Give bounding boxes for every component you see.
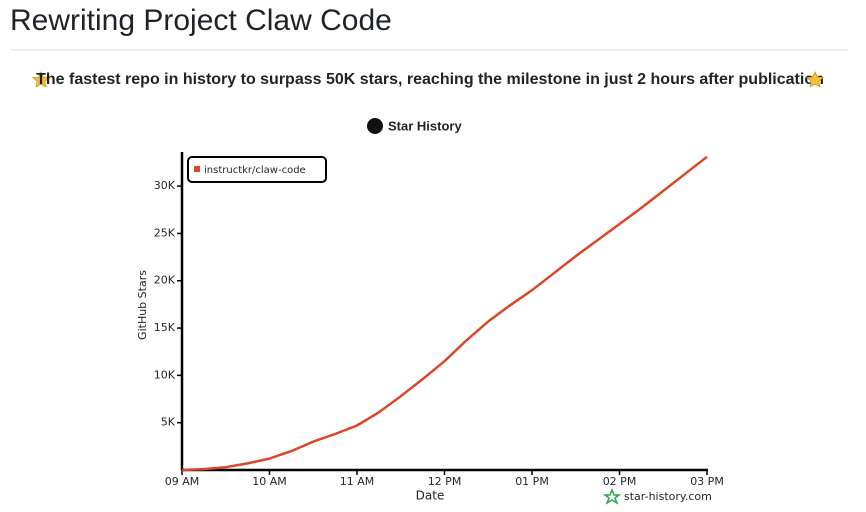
y-tick-label: 30K: [154, 179, 176, 192]
y-tick-label: 20K: [154, 274, 176, 287]
watermark-icon: [602, 487, 622, 505]
y-tick-label: 10K: [154, 368, 176, 381]
x-tick-label: 12 PM: [428, 475, 462, 488]
x-tick-label: 03 PM: [690, 475, 724, 488]
legend-label: instructkr/claw-code: [204, 165, 306, 176]
watermark: star-history.com: [624, 490, 712, 503]
subtitle: The fastest repo in history to surpass 5…: [36, 71, 824, 88]
x-tick-label: 09 AM: [165, 475, 200, 488]
star-icon: [32, 71, 50, 88]
page-title: Rewriting Project Claw Code: [10, 4, 392, 37]
series-line: [181, 155, 708, 472]
chart-logo: [367, 118, 383, 134]
x-tick-label: 10 AM: [252, 475, 287, 488]
y-tick-label: 25K: [154, 226, 176, 239]
x-tick-label: 02 PM: [603, 475, 637, 488]
star-icon: [806, 71, 824, 88]
x-tick-label: 01 PM: [515, 475, 549, 488]
x-tick-label: 11 AM: [340, 475, 375, 488]
y-axis-label: GitHub Stars: [136, 270, 149, 340]
x-axis-label: Date: [416, 489, 445, 503]
chart-title: Star History: [388, 118, 462, 133]
y-tick-label: 15K: [154, 321, 176, 334]
y-tick-label: 5K: [161, 416, 176, 429]
legend-swatch: [194, 166, 200, 172]
legend: [187, 156, 327, 183]
